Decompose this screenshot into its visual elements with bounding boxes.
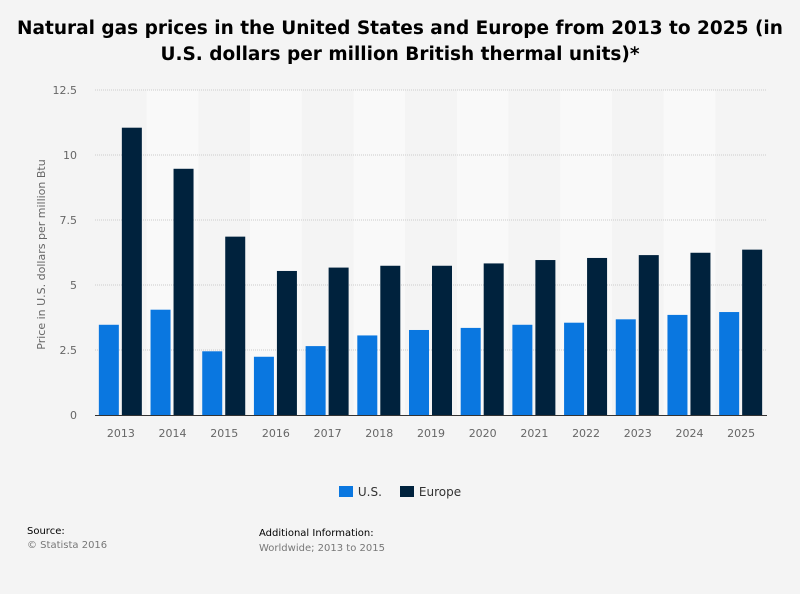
bar-us-2025 — [719, 312, 740, 415]
bar-us-2024 — [667, 314, 688, 415]
y-axis-label: Price in U.S. dollars per million Btu — [35, 159, 48, 349]
x-tick-label: 2025 — [727, 427, 755, 440]
x-tick-label: 2014 — [159, 427, 187, 440]
bar-europe-2017 — [328, 267, 349, 415]
bar-us-2015 — [202, 351, 223, 415]
bar-europe-2019 — [432, 265, 452, 415]
y-tick-label: 10 — [63, 149, 77, 162]
bar-us-2016 — [253, 356, 274, 415]
info-label: Additional Information: — [259, 528, 374, 539]
bar-europe-2023 — [638, 255, 659, 415]
x-tick-label: 2017 — [314, 427, 342, 440]
bar-us-2020 — [460, 327, 481, 415]
bar-us-2022 — [564, 322, 585, 415]
x-tick-label: 2023 — [624, 427, 652, 440]
info-value: Worldwide; 2013 to 2015 — [259, 543, 385, 554]
chart-title: Natural gas prices in the United States … — [17, 18, 783, 65]
bar-europe-2022 — [587, 257, 608, 415]
y-tick-label: 5 — [70, 279, 77, 292]
source-label: Source: — [27, 526, 65, 537]
x-tick-label: 2022 — [572, 427, 600, 440]
x-tick-label: 2024 — [675, 427, 703, 440]
bar-us-2019 — [409, 329, 429, 415]
x-tick-label: 2015 — [210, 427, 238, 440]
x-tick-label: 2020 — [469, 427, 497, 440]
y-tick-label: 2.5 — [60, 344, 78, 357]
legend-item-europe[interactable]: Europe — [399, 485, 462, 499]
x-tick-label: 2018 — [365, 427, 393, 440]
y-tick-label: 0 — [70, 409, 77, 422]
x-tick-label: 2019 — [417, 427, 445, 440]
x-tick-label: 2013 — [107, 427, 135, 440]
legend-label: U.S. — [357, 485, 382, 499]
bar-europe-2020 — [483, 263, 504, 415]
bar-europe-2025 — [742, 249, 763, 415]
bar-europe-2021 — [535, 260, 556, 415]
x-tick-label: 2016 — [262, 427, 290, 440]
bar-europe-2013 — [121, 127, 142, 415]
source-value: © Statista 2016 — [27, 540, 108, 551]
y-tick-label: 7.5 — [60, 214, 78, 227]
bar-us-2023 — [615, 319, 636, 415]
bar-europe-2018 — [380, 265, 401, 415]
bar-europe-2016 — [276, 270, 297, 415]
bar-europe-2014 — [173, 168, 194, 415]
bar-us-2018 — [357, 335, 378, 415]
bar-us-2017 — [305, 346, 326, 415]
legend-label: Europe — [418, 485, 462, 499]
bar-us-2021 — [512, 324, 533, 415]
bar-europe-2015 — [225, 236, 246, 415]
bar-europe-2024 — [690, 252, 711, 415]
y-tick-label: 12.5 — [53, 84, 78, 97]
bar-us-2013 — [98, 324, 119, 415]
x-tick-label: 2021 — [520, 427, 548, 440]
legend-item-us[interactable]: U.S. — [338, 485, 382, 499]
legend: U.S. Europe — [0, 485, 800, 499]
bar-us-2014 — [150, 309, 171, 415]
